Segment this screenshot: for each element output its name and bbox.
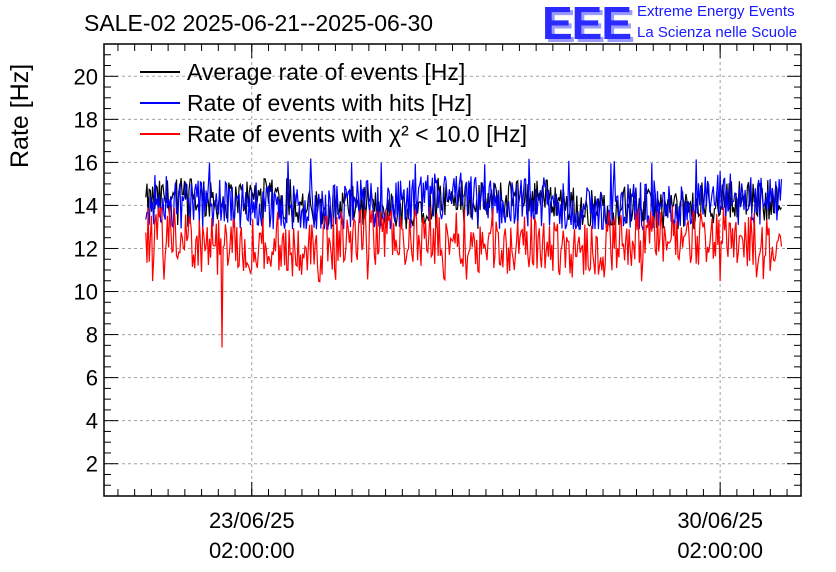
y-tick-label: 8 bbox=[86, 323, 98, 348]
y-tick-label: 18 bbox=[74, 107, 98, 132]
axes: 2 4 6 8 10 12 14 16 18 20 23/06/25 02:00:00 30/06/25… bbox=[74, 43, 802, 563]
y-tick-label: 12 bbox=[74, 236, 98, 261]
y-tick-label: 10 bbox=[74, 280, 98, 305]
eee-logo: EEE bbox=[542, 0, 632, 49]
y-tick-label: 16 bbox=[74, 150, 98, 175]
x-tick-label-time: 02:00:00 bbox=[677, 538, 763, 563]
y-tick-label: 4 bbox=[86, 409, 98, 434]
legend: Average rate of events [Hz] Rate of event… bbox=[140, 59, 527, 147]
series-layer bbox=[145, 158, 783, 348]
logo-line-1: Extreme Energy Events bbox=[637, 3, 795, 20]
legend-label-1: Rate of events with hits [Hz] bbox=[187, 90, 472, 116]
legend-label-2: Rate of events with χ² < 10.0 [Hz] bbox=[187, 121, 527, 147]
y-tick-label: 20 bbox=[74, 64, 98, 89]
chart-title: SALE-02 2025-06-21--2025-06-30 bbox=[84, 10, 434, 36]
series-line-1 bbox=[145, 158, 783, 231]
y-tick-label: 14 bbox=[74, 193, 98, 218]
y-tick-label: 2 bbox=[86, 452, 98, 477]
x-tick-label-time: 02:00:00 bbox=[209, 538, 295, 563]
x-tick-label-date: 30/06/25 bbox=[677, 508, 763, 533]
y-tick-label: 6 bbox=[86, 366, 98, 391]
x-tick-label-date: 23/06/25 bbox=[209, 508, 295, 533]
legend-label-0: Average rate of events [Hz] bbox=[187, 59, 465, 85]
logo-line-2: La Scienza nelle Scuole bbox=[637, 24, 798, 41]
series-line-2 bbox=[145, 205, 783, 348]
